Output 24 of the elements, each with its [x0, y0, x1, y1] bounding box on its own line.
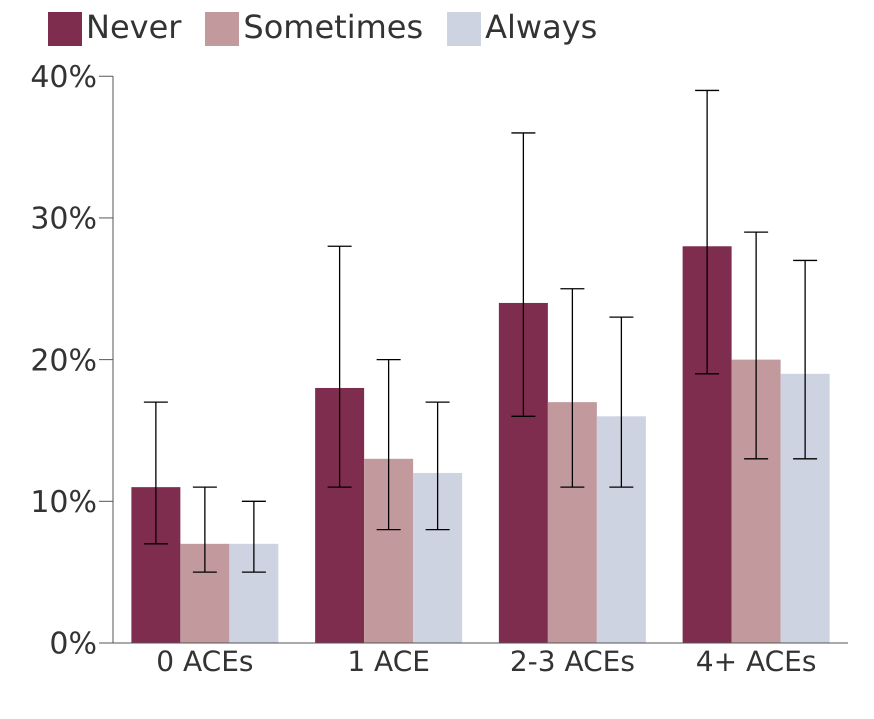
- y-tick-label: 30%: [30, 202, 97, 237]
- bar: [732, 360, 781, 643]
- bar: [548, 402, 597, 643]
- bar: [315, 388, 364, 643]
- bar: [596, 416, 646, 643]
- legend-label: Always: [485, 8, 598, 46]
- bar: [229, 544, 278, 643]
- x-tick-label: 2-3 ACEs: [510, 644, 635, 678]
- x-tick-label: 1 ACE: [347, 644, 430, 678]
- y-tick-label: 0%: [49, 626, 97, 662]
- bar: [682, 246, 732, 643]
- y-tick-label: 40%: [30, 60, 97, 95]
- bar: [364, 458, 414, 643]
- legend-label: Never: [86, 8, 182, 46]
- x-tick-label: 0 ACEs: [156, 644, 254, 678]
- y-tick-label: 20%: [30, 343, 97, 378]
- bar: [180, 544, 230, 643]
- y-tick-label: 10%: [30, 484, 97, 520]
- bar: [498, 302, 548, 643]
- x-tick-label: 4+ ACEs: [696, 644, 816, 678]
- bar: [131, 487, 180, 643]
- bar: [413, 472, 462, 643]
- legend-label: Sometimes: [243, 8, 424, 46]
- bar: [780, 374, 830, 643]
